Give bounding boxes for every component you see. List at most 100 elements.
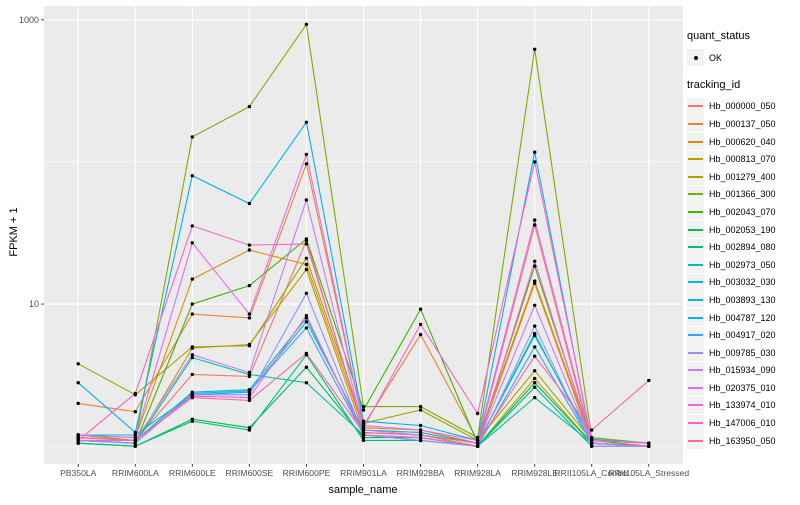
data-point (590, 428, 594, 432)
series-color-line (688, 281, 703, 284)
legend-item-Hb_001366_300: Hb_001366_300 (687, 185, 799, 204)
data-point (304, 291, 309, 295)
data-point (533, 47, 537, 51)
legend-item-label: Hb_002043_070 (709, 206, 776, 217)
data-point (247, 283, 252, 288)
data-point (190, 302, 194, 306)
data-point (190, 355, 194, 360)
line-swatch-icon (687, 115, 704, 133)
legend-item-label: OK (709, 52, 723, 63)
data-point (190, 241, 194, 245)
data-point (247, 104, 252, 109)
data-point (418, 438, 423, 443)
data-point (304, 120, 309, 125)
data-point (190, 372, 194, 377)
data-point (133, 430, 137, 435)
data-point (533, 259, 537, 263)
line-swatch-icon (687, 326, 704, 344)
legend-item-label: Hb_163950_050 (709, 435, 776, 446)
legend-item-Hb_000137_050: Hb_000137_050 (687, 115, 799, 133)
data-point (361, 433, 366, 437)
data-point (190, 345, 194, 349)
data-point (190, 224, 194, 228)
data-point (475, 435, 480, 440)
series-color-line (688, 105, 703, 108)
legend-item-Hb_003893_130: Hb_003893_130 (687, 291, 799, 309)
data-point (590, 438, 594, 443)
data-point (647, 441, 651, 445)
legend-item-Hb_163950_050: Hb_163950_050 (687, 432, 799, 450)
x-tick-label: PB350LA (60, 468, 97, 478)
data-point (247, 201, 252, 206)
series-color-line (688, 386, 703, 389)
line-swatch-icon (687, 133, 704, 151)
legend-item-label: Hb_000620_040 (709, 136, 776, 147)
legend-item-label: Hb_004787_120 (709, 312, 776, 323)
data-point (590, 441, 594, 445)
data-point (533, 333, 537, 338)
data-point (76, 362, 80, 366)
data-point (418, 423, 423, 428)
legend-item-label: Hb_001279_400 (709, 171, 776, 182)
data-point (533, 324, 537, 328)
series-color-line (688, 210, 703, 213)
data-point (418, 433, 423, 437)
data-point (304, 22, 309, 26)
data-point (133, 444, 137, 448)
data-point (533, 218, 537, 222)
legend-item-Hb_002053_190: Hb_002053_190 (687, 221, 799, 239)
data-point (304, 262, 309, 267)
legend-item-Hb_147006_010: Hb_147006_010 (687, 414, 799, 432)
data-point (533, 381, 537, 385)
data-point (475, 441, 480, 445)
legend-item-Hb_002973_050: Hb_002973_050 (687, 256, 799, 274)
data-point (133, 441, 137, 445)
x-tick-label: RRIM928BA (397, 468, 445, 478)
series-color-line (688, 334, 703, 337)
quant-status-legend-title: quant_status (687, 30, 750, 42)
series-color-line (688, 263, 703, 266)
data-point (304, 242, 309, 246)
series-color-line (688, 228, 703, 231)
series-color-line (688, 404, 703, 407)
legend-item-label: Hb_002894_080 (709, 242, 776, 253)
data-point (418, 430, 423, 435)
line-swatch-icon (687, 273, 704, 291)
data-point (361, 426, 366, 430)
x-tick-label: RRIM600PE (283, 468, 331, 478)
data-point (418, 307, 423, 311)
data-point (304, 162, 309, 166)
data-point (76, 441, 80, 445)
data-point (304, 351, 309, 356)
legend-item-label: Hb_000137_050 (709, 118, 776, 129)
legend-item-label: Hb_002973_050 (709, 259, 776, 270)
x-tick-label: RRII105LA_Stressed (608, 468, 689, 478)
data-point (76, 401, 80, 406)
legend-item-Hb_004917_020: Hb_004917_020 (687, 326, 799, 344)
legend-item-Hb_133974_010: Hb_133974_010 (687, 396, 799, 415)
data-point (133, 410, 137, 414)
data-point (304, 237, 309, 241)
data-point (647, 378, 651, 383)
data-point (247, 389, 252, 393)
legend-item-label: Hb_015934_090 (709, 365, 776, 376)
legend-item-label: Hb_003893_130 (709, 294, 776, 305)
series-color-line (688, 158, 703, 161)
line-swatch-icon (687, 291, 704, 309)
data-point (361, 438, 366, 443)
data-point (590, 444, 594, 448)
data-point (190, 312, 194, 316)
data-point (533, 369, 537, 373)
x-tick-label: RRIM901LA (340, 468, 387, 478)
x-tick-label: RRIM600LA (112, 468, 159, 478)
legend-item-Hb_000620_040: Hb_000620_040 (687, 133, 799, 151)
data-point (304, 326, 309, 330)
series-color-line (688, 369, 703, 372)
data-point (361, 419, 366, 423)
legend-item-label: Hb_002053_190 (709, 224, 776, 235)
line-swatch-icon (687, 150, 704, 168)
series-color-line (688, 122, 703, 125)
legend-item-Hb_009785_030: Hb_009785_030 (687, 344, 799, 362)
legend-quant-status-section: quant_status OK (687, 30, 799, 67)
